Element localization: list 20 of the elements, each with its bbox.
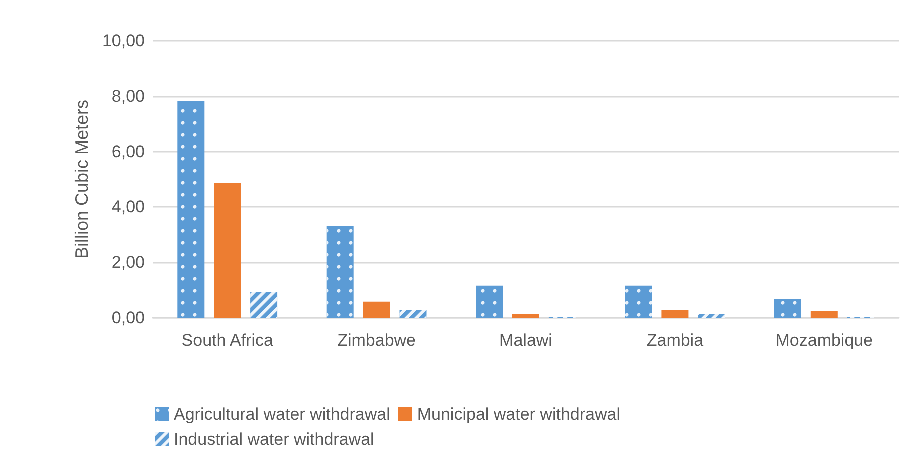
y-tick-label: 0,00 (112, 308, 145, 328)
x-tick-label: Mozambique (776, 331, 874, 350)
y-tick-label: 8,00 (112, 86, 145, 106)
bar (810, 311, 838, 318)
legend-label: Industrial water withdrawal (174, 430, 374, 449)
y-tick-label: 4,00 (112, 198, 145, 217)
x-tick-label: Malawi (500, 331, 552, 350)
bar (214, 183, 242, 318)
y-tick-label: 10,00 (102, 32, 145, 50)
legend-label: Agricultural water withdrawal (174, 405, 390, 424)
x-tick-label: Zambia (646, 331, 704, 350)
bar (363, 302, 390, 318)
bar (512, 314, 540, 318)
x-tick-label: Zimbabwe (338, 331, 416, 350)
x-tick-label: South Africa (182, 331, 274, 350)
y-axis-title: Billion Cubic Meters (72, 100, 92, 260)
y-tick-label: 6,00 (112, 142, 145, 162)
legend-label: Municipal water withdrawal (417, 405, 620, 424)
y-tick-label: 2,00 (112, 253, 145, 272)
bar (662, 310, 689, 318)
